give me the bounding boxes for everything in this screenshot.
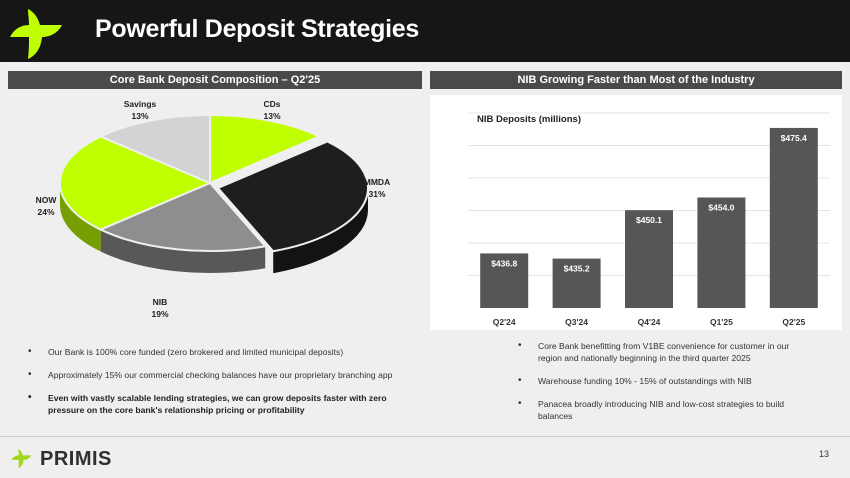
bar-3 — [625, 210, 673, 308]
bar-data-label: $454.0 — [708, 203, 734, 213]
footer-divider — [0, 436, 850, 437]
footer-plus-logo-icon — [11, 449, 32, 469]
right-section-header: NIB Growing Faster than Most of the Indu… — [430, 71, 842, 89]
pie-slice-savings — [98, 113, 211, 185]
left-bullet-item: Even with vastly scalable lending strate… — [28, 392, 408, 416]
pie-value-savings: 13% — [131, 111, 148, 121]
pie-slice-cds — [209, 113, 322, 185]
pie-value-nib: 19% — [151, 309, 168, 319]
bar-1 — [480, 253, 529, 308]
pie-slice-now — [59, 135, 213, 231]
footer-brand: PRIMIS — [40, 448, 112, 470]
left-section-header: Core Bank Deposit Composition – Q2'25 — [8, 71, 422, 89]
page-title: Powerful Deposit Strategies — [95, 15, 419, 43]
pie-slice-mmda — [216, 140, 369, 253]
pie-label-savings: Savings — [124, 99, 157, 109]
page-number: 13 — [819, 449, 830, 459]
bar-4 — [697, 197, 746, 308]
bar-data-label: $436.8 — [491, 258, 517, 268]
pie-label-nib: NIB — [153, 297, 168, 307]
pie-value-now: 24% — [37, 207, 54, 217]
bar-chart-title: NIB Deposits (millions) — [477, 114, 581, 125]
left-bullet-item: Approximately 15% our commercial checkin… — [28, 369, 408, 381]
pie-slice-side-mmda — [273, 188, 368, 274]
x-tick-label: Q1'25 — [710, 317, 733, 327]
bar-2 — [552, 258, 601, 308]
pie-label-mmda: MMDA — [364, 177, 390, 187]
nib-deposits-bar-chart: NIB Deposits (millions) $436.8 Q2'24 $435.2… — [430, 95, 842, 330]
x-tick-label: Q4'24 — [638, 317, 661, 327]
left-bullet-item: Our Bank is 100% core funded (zero broke… — [28, 346, 408, 358]
x-tick-label: Q2'24 — [493, 317, 516, 327]
bar-data-label: $435.2 — [564, 264, 590, 274]
right-bullet-item: Core Bank benefitting from V1BE convenie… — [518, 340, 803, 364]
pie-label-now: NOW — [36, 195, 58, 205]
right-bullet-list: Core Bank benefitting from V1BE convenie… — [518, 340, 803, 433]
pie-value-cds: 13% — [263, 111, 280, 121]
pie-label-cds: CDs — [263, 99, 280, 109]
x-tick-label: Q3'24 — [565, 317, 588, 327]
primis-plus-logo-icon — [10, 9, 62, 59]
bar-data-label: $450.1 — [636, 215, 662, 225]
left-bullet-list: Our Bank is 100% core funded (zero broke… — [28, 346, 408, 427]
deposit-composition-pie-chart: CDs 13% MMDA 31% NIB 19% NOW 24% Savings 13% — [36, 99, 391, 319]
right-bullet-item: Warehouse funding 10% - 15% of outstandi… — [518, 375, 803, 387]
x-tick-label: Q2'25 — [782, 317, 805, 327]
right-bullet-item: Panacea broadly introducing NIB and low-… — [518, 398, 803, 422]
bar-data-label: $475.4 — [781, 133, 807, 143]
pie-slice-side-nib — [100, 229, 266, 273]
pie-slice-nib — [98, 181, 268, 252]
pie-value-mmda: 31% — [368, 189, 385, 199]
title-bar: Powerful Deposit Strategies — [0, 0, 850, 62]
bar-5 — [769, 127, 818, 308]
